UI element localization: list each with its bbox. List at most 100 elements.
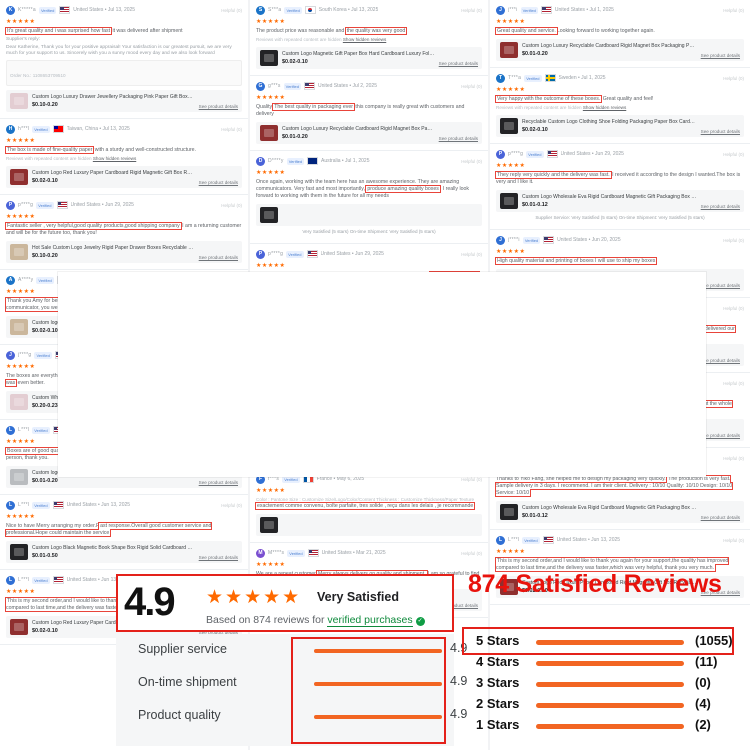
highlighted-phrase: The box is made of fine-quality paper bbox=[4, 146, 95, 154]
star-level-bar bbox=[536, 661, 684, 666]
reviewer-name: S***a bbox=[268, 7, 282, 13]
product-thumbnail bbox=[10, 619, 28, 635]
product-card[interactable]: Hot Sale Custom Logo Jewelry Rigid Paper… bbox=[6, 241, 242, 263]
helpful-count[interactable]: Helpful (0) bbox=[221, 7, 242, 13]
verified-badge: Verified bbox=[522, 536, 540, 544]
see-product-details-link[interactable]: See product details bbox=[198, 480, 238, 485]
helpful-count[interactable]: Helpful (0) bbox=[723, 455, 744, 461]
product-title: Custom Logo Magnetic Gift Paper Box Hard… bbox=[282, 51, 435, 58]
product-price: $0.20-0.23 bbox=[32, 402, 58, 409]
helpful-count[interactable]: Helpful (0) bbox=[461, 83, 482, 89]
country-flag-icon bbox=[306, 250, 318, 258]
avatar: H bbox=[6, 124, 15, 134]
see-product-details-link[interactable]: See product details bbox=[700, 283, 740, 288]
product-thumbnail bbox=[10, 93, 28, 109]
see-product-details-link[interactable]: See product details bbox=[700, 53, 740, 58]
helpful-count[interactable]: Helpful (0) bbox=[723, 237, 744, 243]
product-thumbnail bbox=[500, 504, 518, 520]
helpful-count[interactable]: Helpful (0) bbox=[461, 7, 482, 13]
review-stars-icon: ★★★★★ bbox=[6, 439, 36, 445]
helpful-count[interactable]: Helpful (0) bbox=[723, 7, 744, 13]
product-card[interactable]: Custom Logo Wholesale Eva Rigid Cardboar… bbox=[496, 501, 744, 523]
overall-stars-icon: ★★★★★ bbox=[206, 587, 302, 608]
see-product-details-link[interactable]: See product details bbox=[438, 603, 478, 608]
show-hidden-reviews-link[interactable]: Show hidden reviews bbox=[92, 156, 137, 161]
helpful-count[interactable]: Helpful (0) bbox=[461, 251, 482, 257]
review-stars-icon: ★★★★★ bbox=[6, 514, 36, 520]
product-card[interactable]: Custom Logo Magnetic Gift Paper Box Hard… bbox=[256, 47, 482, 69]
see-product-details-link[interactable]: See product details bbox=[438, 136, 478, 141]
see-product-details-link[interactable]: See product details bbox=[438, 61, 478, 66]
helpful-count[interactable]: Helpful (0) bbox=[723, 151, 744, 157]
review-rating-meta: Supplier Service: Very Satisfied (5 star… bbox=[535, 215, 705, 220]
helpful-count[interactable]: Helpful (0) bbox=[221, 126, 242, 132]
review-header: S S***a Verified South Korea • Jul 13, 2025… bbox=[256, 5, 482, 15]
show-hidden-reviews-link[interactable]: Show hidden reviews bbox=[342, 37, 387, 42]
product-title: Custom Logo Wholesale Eva Rigid Cardboar… bbox=[522, 194, 697, 201]
see-product-details-link[interactable]: See product details bbox=[700, 590, 740, 595]
product-card[interactable]: Custom Logo Wholesale Eva Rigid Cardboar… bbox=[496, 190, 744, 212]
highlighted-phrase: produce amazing quality boxes bbox=[365, 185, 441, 193]
country-flag-icon bbox=[52, 576, 64, 584]
see-product-details-link[interactable]: See product details bbox=[198, 255, 238, 260]
product-card[interactable]: Recyclable Custom Logo Clothing Shoe Fol… bbox=[496, 115, 744, 137]
see-product-details-link[interactable]: See product details bbox=[700, 515, 740, 520]
review-country-date: Taiwan, China • Jul 13, 2025 bbox=[66, 126, 130, 132]
review-country-date: United States • Jul 2, 2025 bbox=[317, 83, 377, 89]
product-card[interactable]: Custom Logo Red Luxury Paper Cardboard R… bbox=[6, 166, 242, 188]
see-product-details-link[interactable]: See product details bbox=[198, 180, 238, 185]
product-card[interactable]: Custom Logo Luxury Recyclable Cardboard … bbox=[496, 39, 744, 61]
helpful-count[interactable]: Helpful (0) bbox=[723, 305, 744, 311]
see-product-details-link[interactable]: See product details bbox=[198, 555, 238, 560]
avatar: S bbox=[256, 5, 265, 15]
see-product-details-link[interactable]: See product details bbox=[700, 129, 740, 134]
metric-bar bbox=[314, 715, 442, 719]
product-price: $0.01-0.20 bbox=[32, 477, 58, 484]
see-product-details-link[interactable]: See product details bbox=[700, 433, 740, 438]
reviewer-name: K*****a bbox=[18, 7, 36, 13]
review-country-date: United States • Mar 21, 2025 bbox=[321, 550, 386, 556]
product-card[interactable]: Custom Logo Black Magnetic Book Shape Bo… bbox=[6, 541, 242, 563]
helpful-count[interactable]: Helpful (0) bbox=[221, 202, 242, 208]
product-price: $0.01-0.50 bbox=[32, 552, 58, 559]
product-card[interactable]: Custom Logo Luxury Drawer Jewellery Pack… bbox=[6, 90, 242, 112]
review-country-date: United States • Jul 1, 2025 bbox=[554, 7, 614, 13]
show-hidden-reviews-link[interactable]: Show hidden reviews bbox=[582, 105, 627, 110]
see-product-details-link[interactable]: See product details bbox=[700, 358, 740, 363]
product-thumbnail bbox=[260, 125, 278, 141]
verified-purchases-link[interactable]: verified purchases bbox=[327, 614, 413, 627]
overall-score: 4.9 bbox=[124, 580, 176, 624]
product-card[interactable]: Custom Logo Luxury Recyclable Cardboard … bbox=[256, 122, 482, 144]
see-product-details-link[interactable]: See product details bbox=[198, 630, 238, 635]
helpful-count[interactable]: Helpful (0) bbox=[723, 380, 744, 386]
helpful-count[interactable]: Helpful (0) bbox=[723, 537, 744, 543]
product-thumbnail bbox=[500, 193, 518, 209]
country-flag-icon bbox=[303, 82, 315, 90]
helpful-count[interactable]: Helpful (0) bbox=[461, 550, 482, 556]
product-card[interactable]: Custom Logo Red Luxury Paper Cardboard R… bbox=[496, 576, 744, 598]
helpful-count[interactable]: Helpful (0) bbox=[461, 476, 482, 482]
helpful-count[interactable]: Helpful (0) bbox=[723, 75, 744, 81]
five-star-highlight-box bbox=[462, 627, 734, 655]
review-header: D D****y Verified Australia • Jul 1, 2025 He… bbox=[256, 156, 482, 166]
product-thumbnail bbox=[10, 544, 28, 560]
star-level-label: 5 Stars bbox=[476, 633, 520, 648]
order-number-box: Order No.: 1108653709510 bbox=[6, 60, 242, 86]
avatar: J bbox=[6, 350, 15, 360]
review-stars-icon: ★★★★★ bbox=[6, 19, 36, 25]
star-level-count: (2) bbox=[695, 717, 711, 732]
star-level-bar bbox=[536, 640, 684, 645]
helpful-count[interactable]: Helpful (0) bbox=[461, 158, 482, 164]
see-product-details-link[interactable]: See product details bbox=[700, 204, 740, 209]
verified-badge: Verified bbox=[32, 125, 50, 133]
star-distribution-list: 5 Stars (1055) 4 Stars (11) 3 Stars (0) 2 Star… bbox=[468, 630, 733, 735]
helpful-count[interactable]: Helpful (0) bbox=[221, 502, 242, 508]
see-product-details-link[interactable]: See product details bbox=[198, 104, 238, 109]
star-distribution-row: 2 Stars (4) bbox=[468, 693, 733, 714]
review-stars-icon: ★★★★★ bbox=[496, 87, 526, 93]
